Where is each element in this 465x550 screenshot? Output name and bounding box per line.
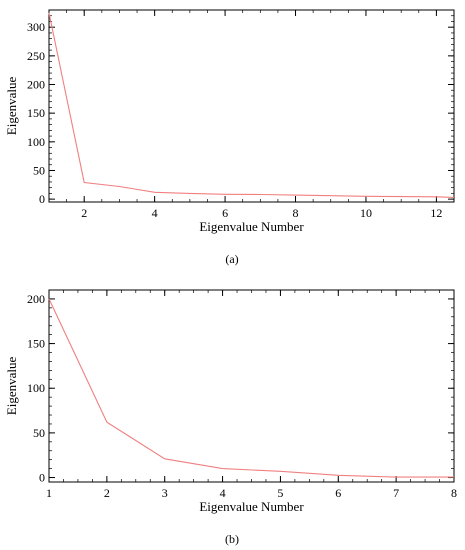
x-tick-label: 4 bbox=[220, 486, 226, 500]
series-line bbox=[48, 298, 454, 478]
panel-caption: (a) bbox=[225, 252, 238, 266]
x-tick-label: 10 bbox=[360, 206, 372, 220]
plot-frame bbox=[48, 9, 455, 203]
y-tick-label: 150 bbox=[27, 337, 45, 351]
x-axis-label: Eigenvalue Number bbox=[199, 219, 304, 234]
plot-frame bbox=[48, 289, 455, 483]
y-tick-label: 50 bbox=[33, 163, 45, 177]
y-axis-label: Eigenvalue bbox=[4, 77, 19, 136]
x-tick-label: 5 bbox=[277, 486, 283, 500]
x-tick-label: 7 bbox=[393, 486, 399, 500]
x-tick-label: 6 bbox=[222, 206, 228, 220]
y-tick-label: 0 bbox=[39, 192, 45, 206]
x-tick-label: 8 bbox=[293, 206, 299, 220]
chart-b: 1 2 3 4 5 6 7 8 0 50 100 150 200 Eigenvalue Number Eig… bbox=[4, 289, 457, 546]
y-tick-label: 50 bbox=[33, 426, 45, 440]
y-tick-label: 200 bbox=[27, 78, 45, 92]
panel-caption: (b) bbox=[225, 532, 239, 546]
y-tick-label: 200 bbox=[27, 292, 45, 306]
y-axis-label: Eigenvalue bbox=[4, 357, 19, 416]
x-tick-label: 8 bbox=[451, 486, 457, 500]
series-line bbox=[48, 12, 455, 198]
x-tick-label: 12 bbox=[430, 206, 442, 220]
x-tick-label: 2 bbox=[81, 206, 87, 220]
y-tick-label: 100 bbox=[27, 135, 45, 149]
y-tick-label: 100 bbox=[27, 381, 45, 395]
x-tick-label: 6 bbox=[335, 486, 341, 500]
x-tick-label: 2 bbox=[104, 486, 110, 500]
y-tick-label: 300 bbox=[27, 20, 45, 34]
x-tick-label: 3 bbox=[162, 486, 168, 500]
chart-a: 2 4 6 8 10 12 0 50 100 150 200 250 300 Eigenvalue Num… bbox=[4, 9, 455, 266]
x-tick-label: 1 bbox=[46, 486, 52, 500]
y-tick-label: 0 bbox=[39, 471, 45, 485]
x-tick-label: 4 bbox=[152, 206, 158, 220]
y-tick-label: 150 bbox=[27, 106, 45, 120]
x-axis-label: Eigenvalue Number bbox=[199, 499, 304, 514]
y-tick-label: 250 bbox=[27, 49, 45, 63]
